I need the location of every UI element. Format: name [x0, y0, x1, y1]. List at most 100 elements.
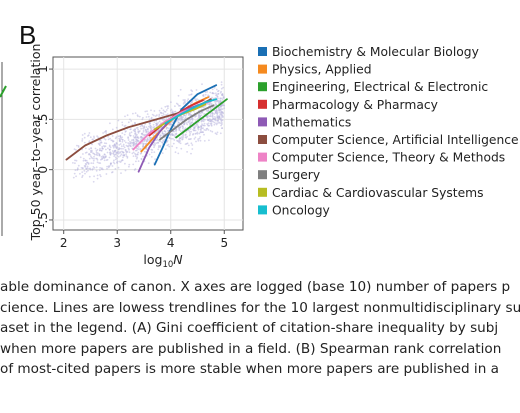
scatter-point	[109, 152, 112, 155]
scatter-point	[99, 149, 101, 152]
scatter-point	[199, 139, 202, 142]
scatter-point	[214, 132, 217, 135]
scatter-point	[136, 136, 139, 139]
y-tick-label: -.5	[36, 212, 50, 228]
scatter-point	[165, 109, 168, 111]
scatter-point	[170, 137, 173, 140]
scatter-point	[79, 172, 81, 175]
scatter-point	[162, 109, 165, 112]
scatter-point	[139, 130, 141, 132]
scatter-point	[177, 104, 180, 107]
scatter-point	[186, 151, 189, 153]
legend-label: Biochemistry & Molecular Biology	[272, 45, 479, 59]
scatter-point	[175, 128, 178, 130]
scatter-point	[162, 119, 165, 122]
scatter-point	[200, 126, 203, 129]
scatter-point	[120, 153, 123, 156]
scatter-point	[114, 158, 117, 161]
legend-item: Mathematics	[258, 115, 351, 129]
scatter-point	[146, 110, 148, 113]
scatter-point	[83, 141, 86, 144]
legend-swatch	[258, 187, 267, 197]
scatter-point	[217, 109, 220, 112]
scatter-point	[189, 128, 192, 131]
scatter-point	[134, 122, 137, 125]
scatter-point	[189, 118, 192, 121]
scatter-point	[148, 125, 150, 128]
scatter-point	[103, 155, 105, 158]
scatter-point	[219, 108, 222, 111]
scatter-point	[211, 112, 214, 115]
y-tick-label: 0	[36, 166, 50, 174]
scatter-point	[179, 142, 182, 145]
scatter-point	[141, 118, 144, 121]
scatter-point	[127, 139, 130, 141]
scatter-point	[134, 152, 136, 155]
scatter-point	[220, 83, 223, 86]
scatter-point	[85, 168, 88, 171]
scatter-point	[96, 161, 99, 164]
scatter-point	[81, 176, 83, 179]
scatter-point	[158, 115, 161, 117]
scatter-point	[115, 147, 118, 150]
scatter-point	[175, 102, 178, 105]
scatter-point	[148, 118, 151, 121]
scatter-point	[204, 91, 207, 94]
scatter-point	[93, 152, 95, 155]
scatter-point	[200, 114, 203, 117]
legend-label: Surgery	[272, 168, 320, 182]
scatter-point	[213, 92, 215, 95]
scatter-point	[135, 142, 138, 145]
scatter-point	[216, 117, 219, 119]
scatter-point	[99, 167, 101, 169]
scatter-point	[152, 123, 155, 126]
scatter-point	[153, 114, 155, 117]
scatter-point	[101, 145, 104, 148]
scatter-point	[95, 149, 98, 152]
scatter-point	[128, 134, 131, 136]
scatter-point	[128, 148, 130, 151]
y-tick-label: .5	[36, 114, 50, 125]
scatter-point	[149, 126, 152, 129]
scatter-point	[152, 133, 155, 136]
scatter-point	[199, 131, 202, 134]
scatter-point	[180, 136, 183, 138]
scatter-point	[175, 130, 177, 133]
scatter-point	[215, 94, 217, 97]
scatter-point	[146, 113, 149, 115]
scatter-point	[173, 130, 176, 133]
scatter-point	[201, 111, 204, 114]
legend-item: Computer Science, Theory & Methods	[258, 151, 505, 165]
scatter-point	[126, 157, 129, 159]
scatter-point	[111, 150, 114, 152]
scatter-point	[106, 158, 109, 161]
figure-panel-b: B 2 3 4 5 -.5 0 .5 1 Top 50 year–to–year corre…	[0, 20, 519, 270]
scatter-point	[221, 98, 224, 101]
scatter-point	[101, 157, 103, 160]
scatter-point	[188, 134, 191, 137]
scatter-point	[127, 137, 130, 140]
scatter-point	[136, 148, 139, 150]
scatter-point	[84, 147, 87, 150]
scatter-point	[93, 155, 95, 158]
scatter-point	[213, 116, 216, 118]
scatter-point	[211, 130, 214, 133]
scatter-point	[194, 129, 197, 132]
scatter-point	[134, 133, 137, 135]
scatter-point	[88, 157, 91, 160]
scatter-point	[120, 145, 123, 148]
scatter-point	[104, 138, 107, 141]
scatter-point	[156, 141, 159, 144]
scatter-point	[172, 133, 174, 136]
scatter-point	[85, 170, 88, 173]
scatter-point	[121, 159, 124, 162]
scatter-point	[205, 109, 208, 112]
scatter-point	[139, 136, 142, 139]
scatter-point	[203, 140, 206, 142]
legend-swatch	[258, 117, 267, 127]
legend-label: Mathematics	[272, 115, 351, 129]
scatter-point	[222, 112, 225, 115]
scatter-point	[91, 143, 93, 146]
scatter-point	[202, 127, 204, 130]
scatter-point	[168, 145, 171, 148]
